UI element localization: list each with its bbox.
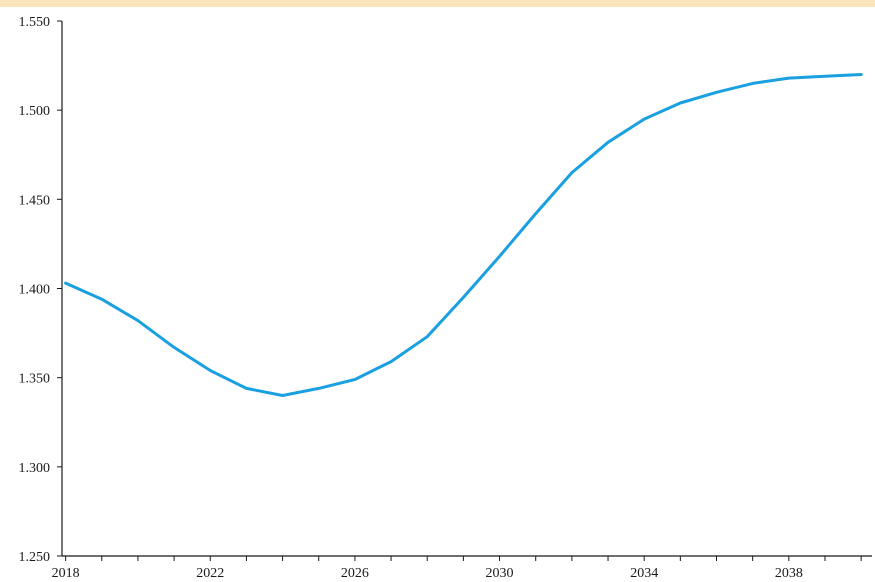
y-tick-label: 1.500 (19, 104, 51, 119)
y-axis-ticks: 1.250 1.300 1.350 1.400 1.450 1.500 1.550 (19, 15, 62, 565)
x-tick-label: 2026 (341, 566, 369, 581)
y-tick-label: 1.350 (19, 372, 51, 387)
y-tick-label: 1.450 (19, 193, 51, 208)
top-band (0, 0, 875, 7)
x-tick-label: 2022 (196, 566, 224, 581)
x-tick-label: 2034 (630, 566, 658, 581)
x-tick-label: 2030 (486, 566, 514, 581)
x-axis-ticks: 2018 2022 2026 2030 2034 2038 (52, 556, 862, 581)
series-line (64, 73, 863, 397)
y-tick-label: 1.300 (19, 461, 51, 476)
x-tick-label: 2018 (52, 566, 80, 581)
series-layer (64, 73, 863, 397)
x-tick-label: 2038 (775, 566, 803, 581)
y-tick-label: 1.400 (19, 283, 51, 298)
y-tick-label: 1.550 (19, 15, 51, 30)
y-tick-label: 1.250 (19, 550, 51, 565)
